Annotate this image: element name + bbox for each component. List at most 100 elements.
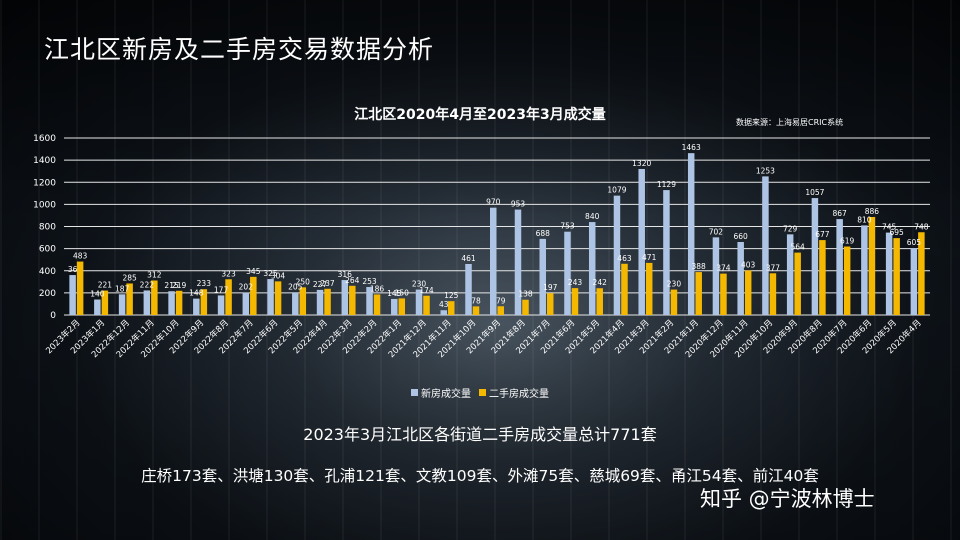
bar-new [391, 298, 398, 315]
bar-new [440, 310, 448, 315]
bar-second [472, 306, 480, 315]
bar-new [118, 294, 126, 315]
data-label-new: 702 [709, 227, 724, 236]
bar-chart: 02004006008001000120014001600364832023年2… [33, 134, 930, 316]
bar-new [836, 219, 843, 315]
data-label-new: 177 [214, 285, 229, 294]
bar-new [217, 295, 225, 315]
bar-second [769, 273, 777, 315]
y-tick-label: 1000 [33, 200, 56, 210]
data-label-second: 221 [98, 281, 113, 290]
data-label-new: 1320 [632, 159, 651, 168]
data-label-new: 867 [832, 209, 847, 218]
data-label-new: 1463 [682, 143, 701, 152]
data-label-second: 377 [766, 263, 781, 272]
bar-second [497, 306, 504, 315]
data-label-second: 197 [543, 283, 558, 292]
bar-new [564, 231, 571, 315]
legend-item-second: 二手房成交量 [479, 385, 549, 400]
data-label-second: 242 [593, 278, 608, 287]
data-label-second: 483 [73, 252, 88, 261]
data-label-new: 1129 [657, 180, 676, 189]
data-label-new: 325 [263, 269, 278, 278]
data-label-second: 250 [296, 277, 311, 286]
bar-second [324, 288, 331, 315]
chart-title: 江北区2020年4月至2023年3月成交量 [354, 107, 606, 123]
data-label-second: 748 [914, 222, 929, 231]
bar-second [250, 276, 257, 315]
bar-new [737, 241, 744, 315]
bar-second [175, 290, 183, 315]
data-label-new: 745 [882, 223, 897, 232]
data-label-second: 564 [791, 243, 806, 252]
bar-new [69, 275, 76, 315]
bar-new [638, 168, 645, 315]
bar-new [465, 264, 472, 315]
data-label-second: 677 [815, 230, 830, 239]
chart-legend: 新房成交量 二手房成交量 [0, 385, 960, 400]
data-label-second: 345 [246, 267, 261, 276]
y-tick-label: 1600 [33, 134, 56, 144]
bar-second [819, 240, 826, 315]
data-label-second: 78 [471, 296, 481, 305]
data-label-second: 230 [667, 280, 682, 289]
data-label-second: 471 [642, 253, 657, 262]
data-label-new: 605 [907, 238, 922, 247]
y-tick-label: 1400 [33, 156, 56, 166]
y-tick-label: 600 [39, 245, 56, 255]
data-label-new: 810 [857, 215, 872, 224]
bar-second [398, 298, 406, 315]
bar-second [373, 294, 381, 315]
data-label-second: 695 [889, 228, 904, 237]
bar-new [490, 207, 497, 315]
data-label-new: 253 [362, 277, 377, 286]
bar-new [267, 279, 274, 315]
bar-second [893, 238, 900, 315]
data-label-second: 233 [197, 279, 212, 288]
y-tick-label: 1200 [33, 178, 56, 188]
data-label-second: 186 [370, 284, 385, 293]
legend-swatch-new [411, 389, 418, 396]
bar-second [76, 261, 84, 315]
summary-text: 2023年3月江北区各街道二手房成交量总计771套 [303, 425, 657, 444]
data-label-new: 227 [313, 280, 328, 289]
bar-new [588, 222, 596, 315]
bar-second [695, 272, 702, 315]
data-label-second: 619 [840, 237, 855, 246]
bar-second [423, 295, 430, 315]
data-label-second: 138 [518, 290, 533, 299]
data-label-new: 316 [338, 270, 353, 279]
bar-second [225, 279, 232, 315]
data-label-new: 148 [189, 289, 204, 298]
bar-second [522, 299, 529, 315]
y-tick-label: 200 [39, 289, 56, 299]
bar-second [744, 270, 752, 315]
data-label-new: 222 [140, 280, 155, 289]
bar-new [143, 290, 151, 315]
bar-new [94, 299, 101, 315]
bar-second [299, 287, 307, 315]
bar-second [274, 281, 282, 315]
bar-second [843, 246, 851, 315]
bar-second [571, 288, 579, 315]
source-note: 数据来源：上海易居CRIC系统 [736, 118, 844, 127]
bar-new [415, 289, 423, 315]
bar-second [794, 252, 801, 315]
bar-new [885, 232, 893, 315]
data-label-second: 312 [147, 270, 162, 279]
data-label-second: 304 [271, 271, 286, 280]
bar-second [645, 262, 653, 315]
page-title: 江北区新房及二手房交易数据分析 [44, 35, 435, 64]
data-label-second: 174 [419, 286, 434, 295]
data-label-new: 230 [412, 280, 427, 289]
data-label-second: 264 [345, 276, 360, 285]
y-tick-label: 800 [39, 223, 56, 233]
data-label-new: 187 [115, 284, 130, 293]
bar-new [366, 287, 373, 315]
data-label-second: 285 [122, 273, 137, 282]
bar-new [762, 176, 769, 315]
data-label-new: 43 [439, 300, 449, 309]
data-label-new: 36 [68, 265, 78, 274]
bar-second [546, 293, 554, 315]
data-label-new: 953 [511, 200, 526, 209]
